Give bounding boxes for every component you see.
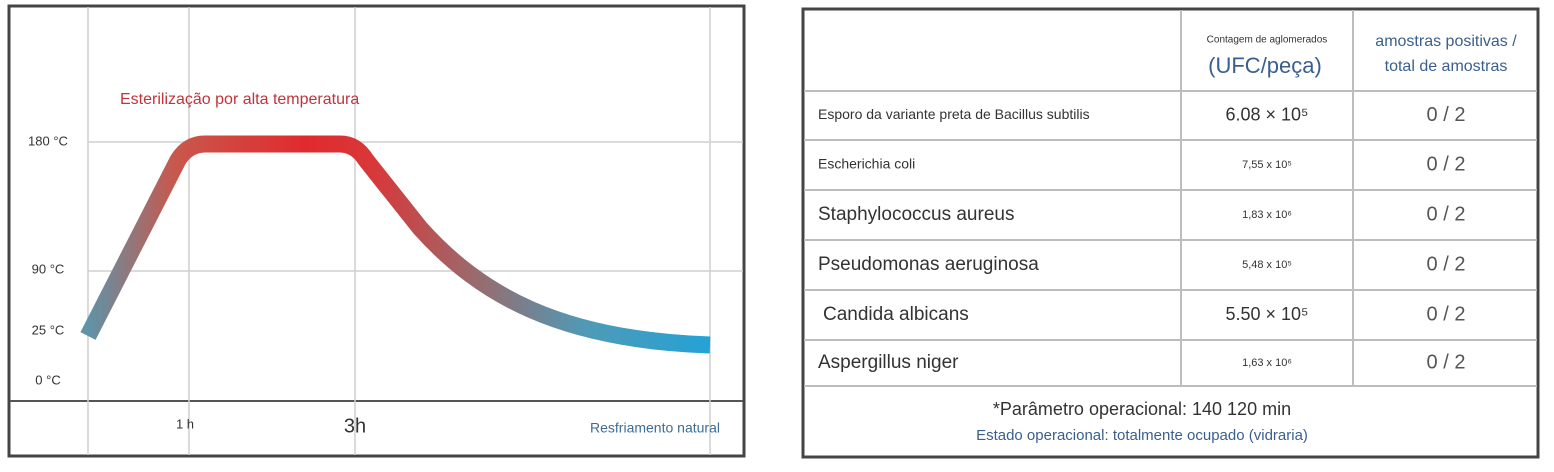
y-label: 0 °C [35,372,60,387]
positive-ratio: 0 / 2 [1427,303,1466,325]
organism-name: Staphylococcus aureus [818,204,1014,225]
organism-name: Escherichia coli [818,156,915,172]
ratio-header: amostras positivas / [1375,33,1517,50]
colony-count: 5,48 x 10⁵ [1242,259,1292,271]
positive-ratio: 0 / 2 [1427,153,1466,175]
colony-count: 1,63 x 10⁶ [1242,357,1292,369]
x-label: 3h [344,415,366,437]
y-label: 180 °C [28,133,68,148]
colony-count: 1,83 x 10⁶ [1242,209,1292,221]
panel-frame [7,4,746,458]
organism-name: Esporo da variante preta de Bacillus sub… [818,106,1090,122]
x-label: 1 h [176,416,194,431]
colony-count: 5.50 × 10⁵ [1225,304,1308,324]
colony-count: 6.08 × 10⁵ [1225,104,1308,124]
count-unit: (UFC/peça) [1208,53,1322,78]
organism-name: Candida albicans [823,304,969,325]
x-label: Resfriamento natural [590,420,720,436]
count-header: Contagem de aglomerados [1207,35,1328,46]
positive-ratio: 0 / 2 [1427,253,1466,275]
table-frame [801,7,1540,459]
positive-ratio: 0 / 2 [1427,104,1466,126]
organism-name: Aspergillus niger [818,352,959,373]
ratio-header: total de amostras [1385,58,1508,75]
footer-line: Estado operacional: totalmente ocupado (… [976,427,1308,444]
positive-ratio: 0 / 2 [1427,203,1466,225]
colony-count: 7,55 x 10⁵ [1242,159,1292,171]
organism-name: Pseudomonas aeruginosa [818,254,1039,275]
results-table: Contagem de aglomerados (UFC/peça) amost… [801,7,1540,459]
temperature-diagram: Esterilização por alta temperatura 180 °… [7,4,746,458]
y-label: 90 °C [32,261,65,276]
diagram-title: Esterilização por alta temperatura [120,91,359,108]
footer-line: *Parâmetro operacional: 140 120 min [993,399,1291,419]
y-label: 25 °C [32,322,65,337]
positive-ratio: 0 / 2 [1427,351,1466,373]
temperature-curve [80,135,711,354]
